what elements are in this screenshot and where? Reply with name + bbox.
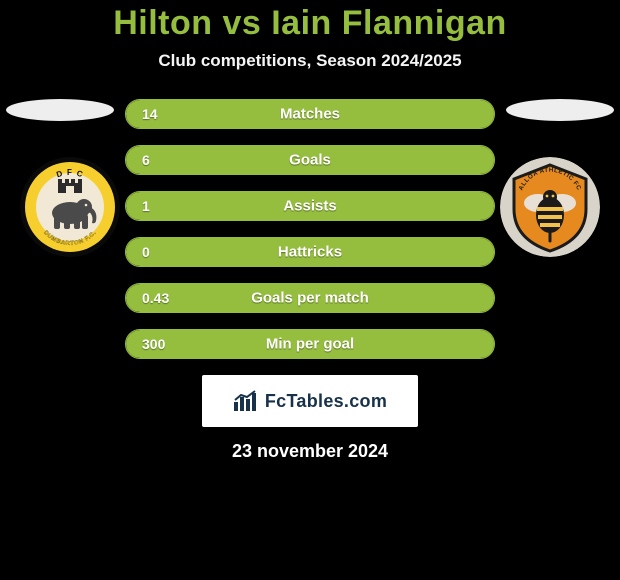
player-indicator-right — [506, 99, 614, 121]
page-title: Hilton vs Iain Flannigan — [0, 0, 620, 43]
stat-category: Assists — [126, 198, 494, 215]
player-indicator-left — [6, 99, 114, 121]
dumbarton-crest-icon: D F C DUMBARTON F.C. — [20, 157, 120, 257]
alloa-crest-icon: ALLOA ATHLETIC FC — [500, 157, 600, 257]
comparison-area: D F C DUMBARTON F.C. — [0, 99, 620, 359]
snapshot-date: 23 november 2024 — [0, 441, 620, 462]
stat-category: Goals — [126, 152, 494, 169]
stat-category: Min per goal — [126, 336, 494, 353]
brand-text: FcTables.com — [265, 391, 387, 412]
stat-row: 6Goals — [125, 145, 495, 175]
stat-row: 0Hattricks — [125, 237, 495, 267]
fctables-logo-icon — [233, 390, 259, 412]
stat-row: 0.43Goals per match — [125, 283, 495, 313]
club-crest-right: ALLOA ATHLETIC FC — [500, 157, 600, 257]
club-crest-left: D F C DUMBARTON F.C. — [20, 157, 120, 257]
stat-row: 14Matches — [125, 99, 495, 129]
stat-category: Hattricks — [126, 244, 494, 261]
brand-badge: FcTables.com — [202, 375, 418, 427]
stat-category: Goals per match — [126, 290, 494, 307]
stat-row: 300Min per goal — [125, 329, 495, 359]
stat-row: 1Assists — [125, 191, 495, 221]
subtitle: Club competitions, Season 2024/2025 — [0, 51, 620, 71]
stat-category: Matches — [126, 106, 494, 123]
stat-bars: 14Matches 6Goals 1Assists 0Hattricks 0.43Goa… — [125, 99, 495, 359]
